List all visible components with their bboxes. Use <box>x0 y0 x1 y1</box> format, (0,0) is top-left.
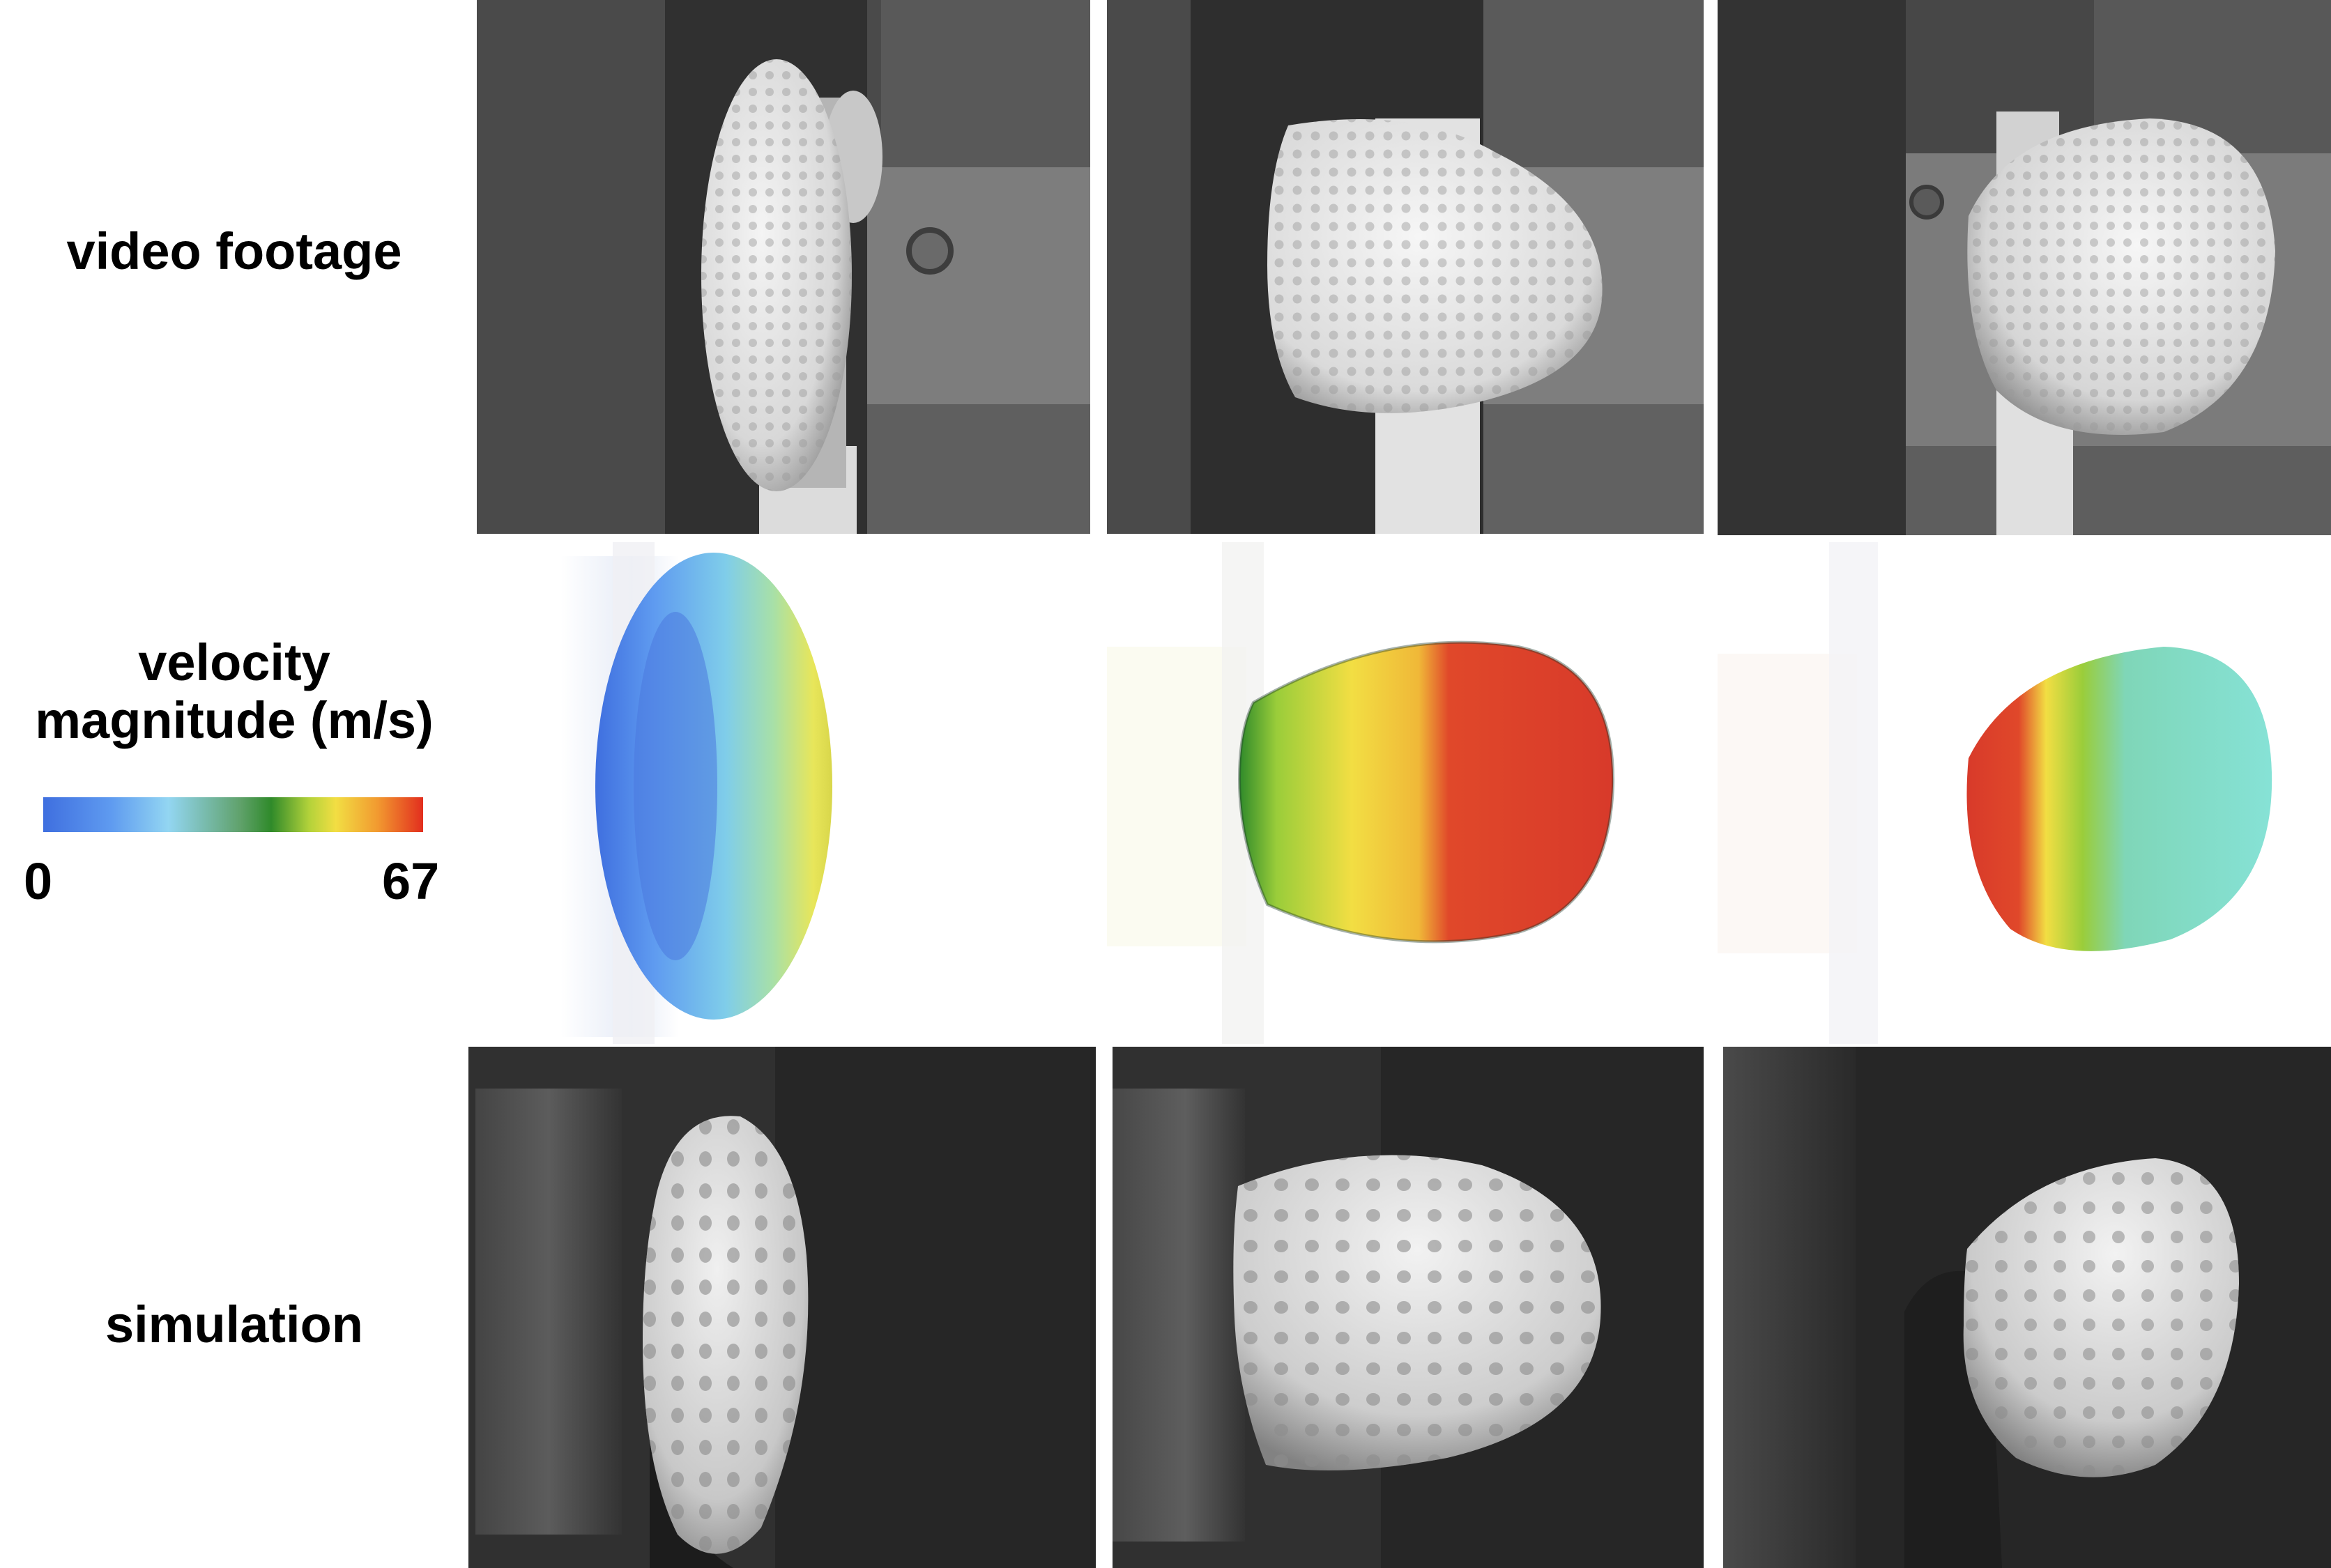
row-label-video-footage: video footage <box>0 222 468 281</box>
row-label-velocity-line2: magnitude (m/s) <box>35 691 434 749</box>
simulation-frame-1 <box>468 1047 1096 1568</box>
row-label-video-text: video footage <box>66 222 402 280</box>
colorbar-max-label: 67 <box>382 852 440 910</box>
velocity-field-render-icon <box>1718 542 2272 1044</box>
row-label-velocity: velocity magnitude (m/s) <box>0 633 468 750</box>
simulation-frame-2 <box>1113 1047 1704 1568</box>
velocity-frame-1 <box>477 542 1090 1044</box>
golf-ball-photo-icon <box>1718 0 2331 535</box>
golf-ball-render-icon <box>468 1047 1096 1568</box>
velocity-colorbar <box>43 797 423 832</box>
golf-ball-render-icon <box>1723 1047 2331 1568</box>
row-label-velocity-line1: velocity <box>138 633 330 691</box>
velocity-frame-3 <box>1718 542 2331 1044</box>
row-label-simulation-text: simulation <box>105 1296 364 1353</box>
golf-ball-render-icon <box>1113 1047 1704 1568</box>
velocity-field-render-icon <box>560 542 832 1044</box>
video-frame-1 <box>477 0 1090 534</box>
velocity-frame-2 <box>1107 542 1704 1044</box>
video-frame-2 <box>1107 0 1704 534</box>
colorbar-min-label: 0 <box>24 852 53 910</box>
golf-ball-photo-icon <box>477 0 1090 534</box>
simulation-frame-3 <box>1723 1047 2331 1568</box>
velocity-field-render-icon <box>1107 542 1615 1044</box>
row-label-simulation: simulation <box>0 1296 468 1354</box>
golf-ball-photo-icon <box>1107 0 1704 534</box>
video-frame-3 <box>1718 0 2331 535</box>
